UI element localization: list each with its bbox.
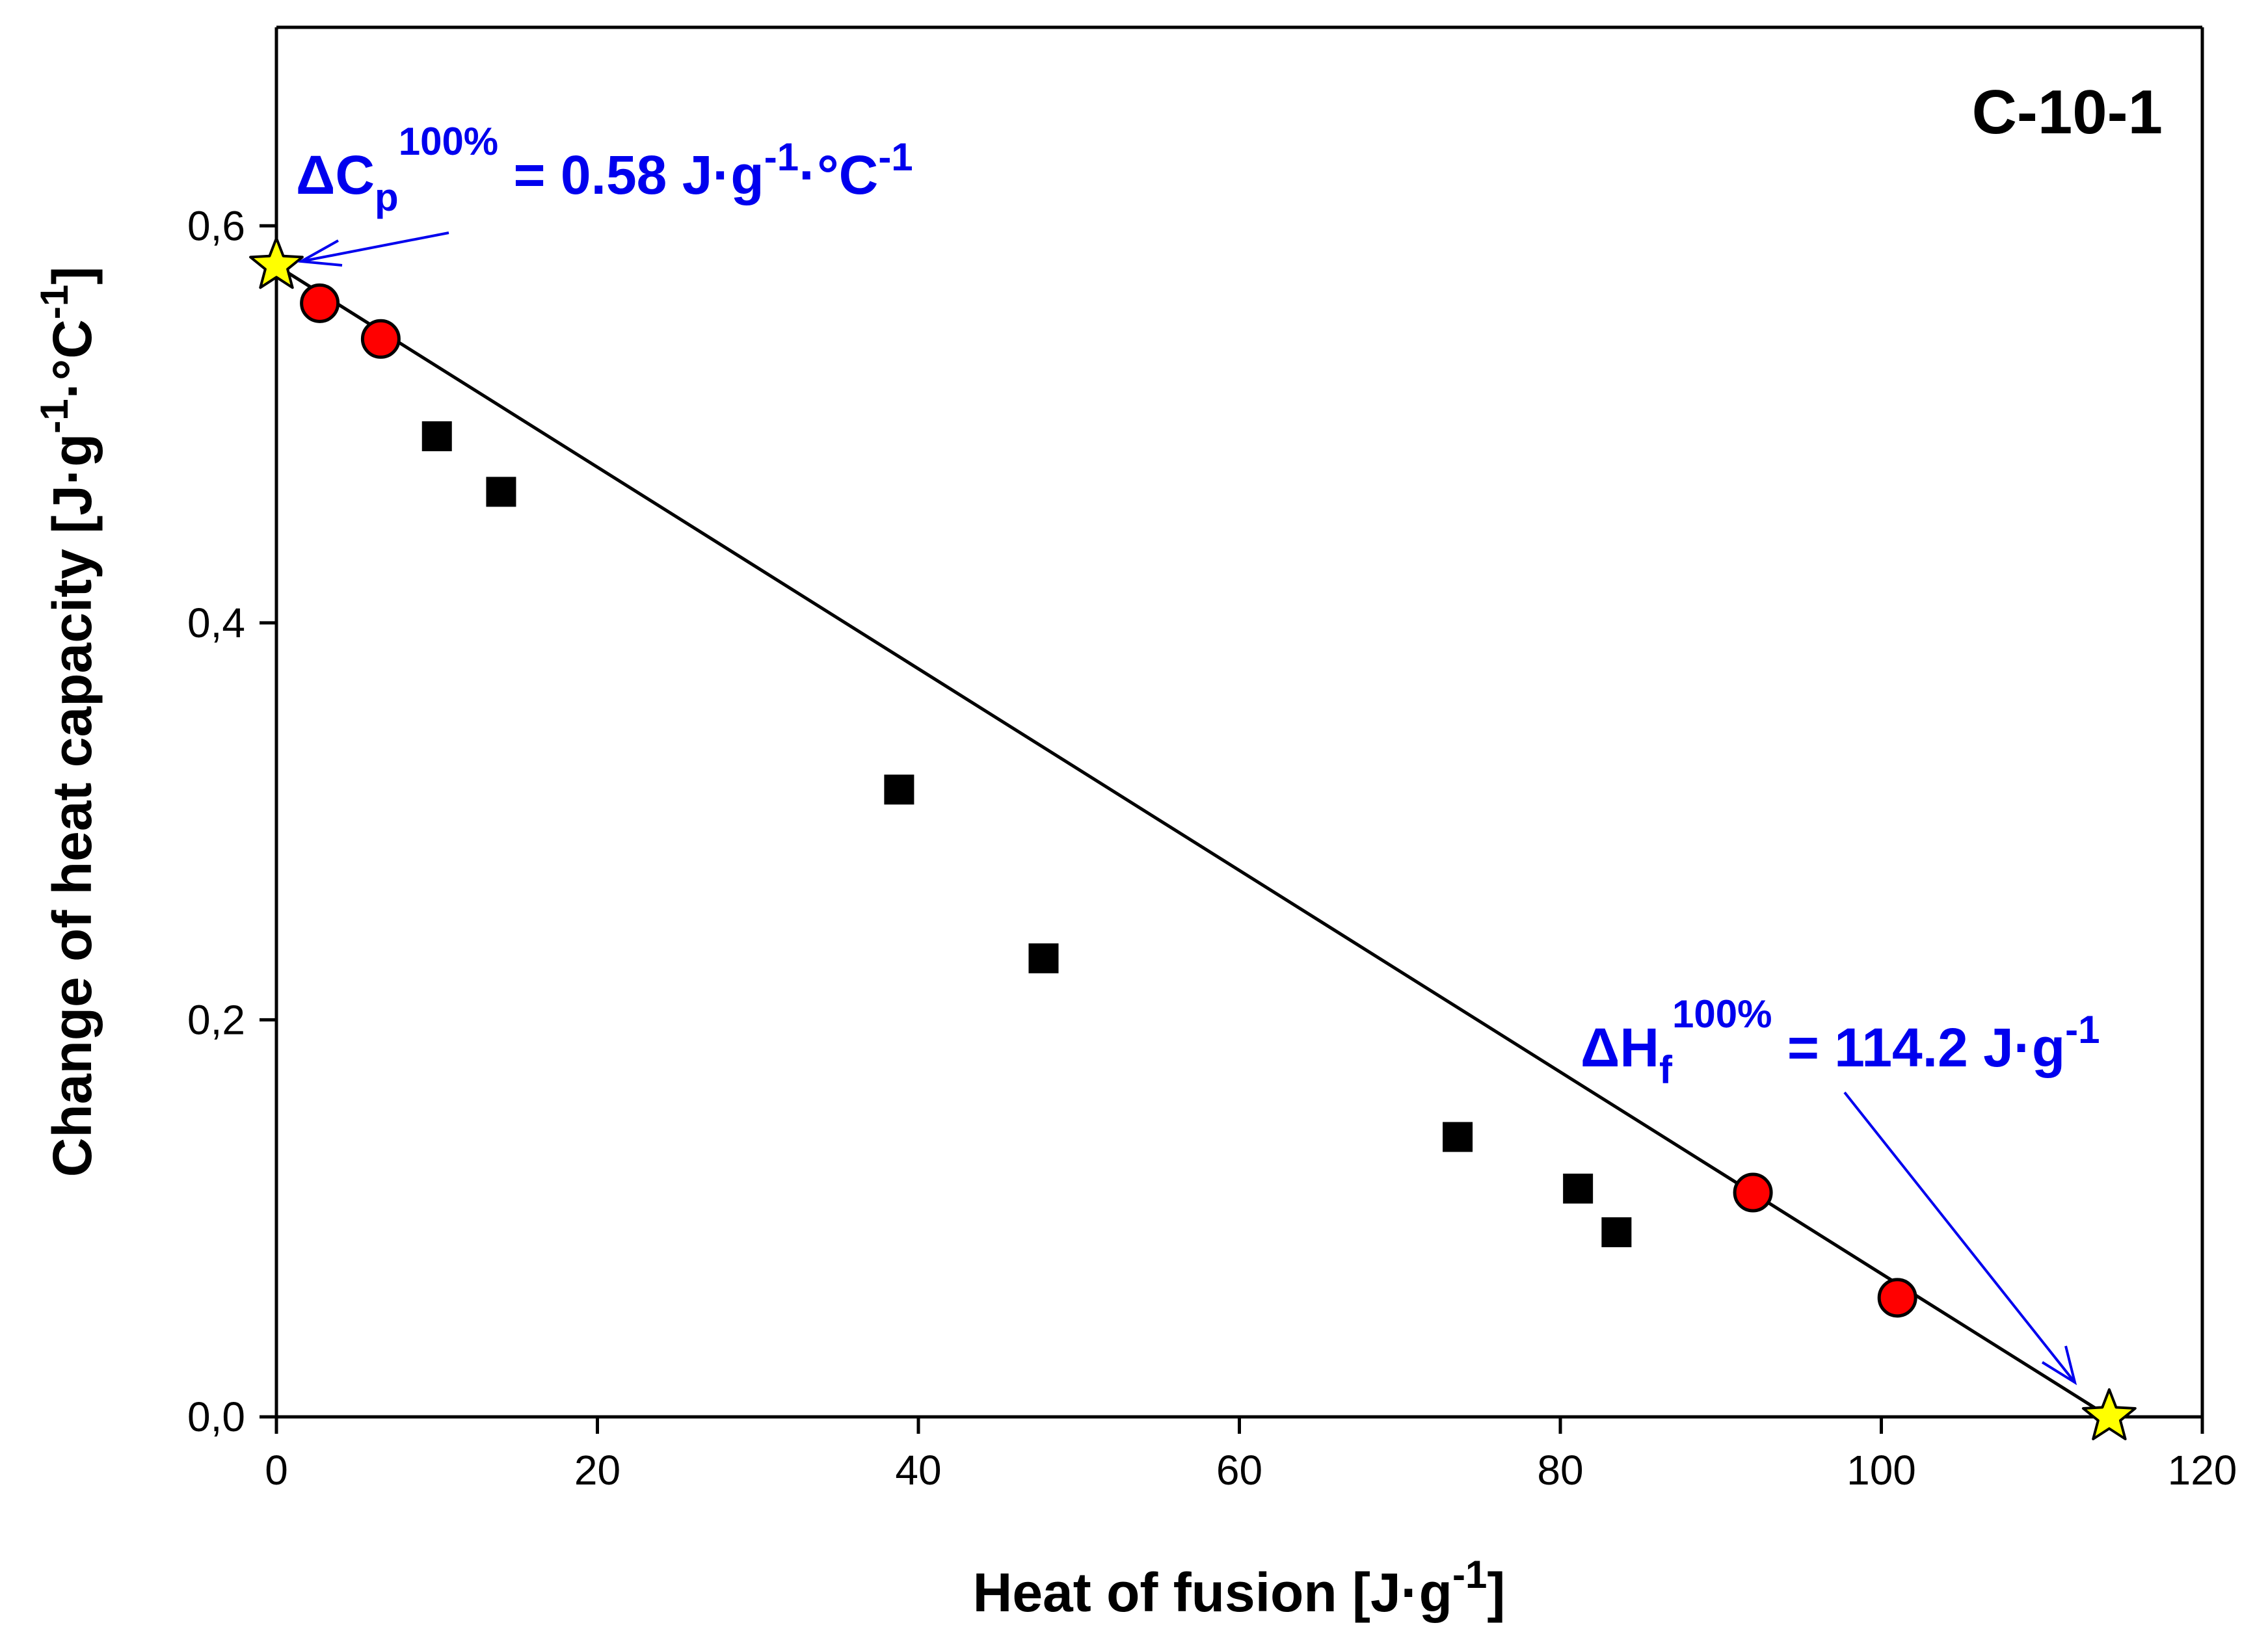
annotation-hf-arrow [1843, 1091, 2077, 1386]
annotation-hf-sup2: -1 [2065, 1008, 2100, 1051]
y-tick-label: 0,4 [187, 600, 245, 646]
x-tick-label: 100 [1847, 1447, 1916, 1494]
annotation-hf-rest: = 114.2 J·g [1772, 1017, 2066, 1078]
y-ticks: 0,0 0,2 0,4 0,6 [187, 202, 276, 1440]
x-axis-title-sup: -1 [1452, 1553, 1487, 1596]
square-marker [884, 774, 914, 805]
annotation-cp-sub: p [375, 176, 399, 219]
circle-marker [300, 283, 340, 323]
annotation-cp-sup: 100% [399, 120, 498, 163]
y-axis-title: Change of heat capacity [J·g-1·°C-1] [33, 267, 103, 1178]
annotation-cp-sup2: -1 [764, 135, 799, 179]
star-marker [2081, 1388, 2137, 1440]
x-axis-title-close: ] [1487, 1562, 1505, 1623]
circle-marker [360, 319, 401, 359]
square-marker [486, 477, 516, 507]
panel-label: C-10-1 [1972, 77, 2163, 147]
annotation-cp-arrow [297, 231, 449, 267]
y-axis-title-main: Change of heat capacity [J·g [42, 434, 103, 1178]
square-marker [1563, 1173, 1594, 1204]
x-axis-title-main: Heat of fusion [J·g [973, 1562, 1452, 1623]
x-tick-label: 120 [2168, 1447, 2237, 1494]
x-tick-label: 0 [265, 1447, 288, 1494]
x-tick-label: 40 [895, 1447, 941, 1494]
fit-line [275, 264, 2111, 1419]
x-axis-title: Heat of fusion [J·g-1] [973, 1553, 1506, 1623]
annotation-cp-rest: = 0.58 J·g [498, 144, 764, 205]
annotation-cp-rest2: ·°C [799, 144, 878, 205]
circle-marker [1877, 1278, 1917, 1318]
x-tick-label: 80 [1537, 1447, 1583, 1494]
circle-marker [1733, 1172, 1773, 1213]
x-tick-label: 20 [574, 1447, 620, 1494]
square-marker [1601, 1217, 1632, 1248]
y-tick-label: 0,2 [187, 996, 245, 1043]
x-ticks: 0 20 40 60 80 100 120 [265, 1417, 2237, 1494]
data-markers [249, 237, 2137, 1440]
annotation-hf: ΔHf 100% = 114.2 J·g-1 [1581, 992, 2100, 1092]
annotation-cp-sup3: -1 [878, 135, 913, 179]
annotation-hf-sub: f [1659, 1048, 1673, 1092]
x-tick-label: 60 [1216, 1447, 1262, 1494]
annotation-cp: ΔCp100% = 0.58 J·g-1·°C-1 [296, 120, 913, 219]
annotation-hf-sup: 100% [1672, 992, 1772, 1036]
square-marker [1028, 943, 1059, 973]
y-axis-title-mid: ·°C [42, 319, 103, 399]
square-marker [1443, 1122, 1473, 1152]
star-marker [249, 237, 304, 289]
annotation-cp-base: ΔC [296, 144, 375, 205]
annotation-hf-base: ΔH [1581, 1017, 1659, 1078]
y-tick-label: 0,0 [187, 1393, 245, 1440]
y-axis-title-sup2: -1 [33, 285, 76, 319]
y-tick-label: 0,6 [187, 202, 245, 249]
y-axis-title-close: ] [42, 267, 103, 285]
square-marker [421, 421, 452, 451]
y-axis-title-sup1: -1 [33, 399, 76, 433]
